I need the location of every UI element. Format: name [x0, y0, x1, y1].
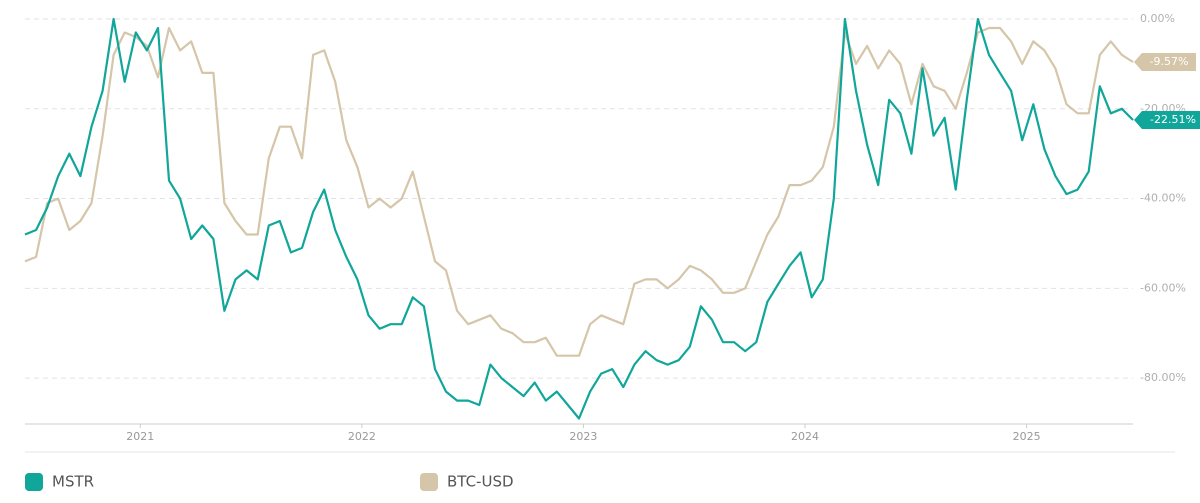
end-label: -22.51%	[1150, 113, 1196, 126]
y-tick-label: 0.00%	[1140, 12, 1175, 25]
y-tick-label: -80.00%	[1140, 371, 1186, 384]
x-tick-label: 2025	[1013, 430, 1041, 443]
end-label-tag	[1134, 52, 1196, 71]
legend-swatch	[420, 473, 438, 491]
series-line	[24, 26, 1134, 357]
series-line	[24, 17, 1134, 420]
y-tick-label: -40.00%	[1140, 192, 1186, 205]
legend-label: MSTR	[52, 473, 94, 491]
x-tick-label: 2023	[569, 430, 597, 443]
x-tick-label: 2021	[126, 430, 154, 443]
y-tick-label: -60.00%	[1140, 281, 1186, 294]
x-tick-label: 2022	[348, 430, 376, 443]
legend-swatch	[25, 473, 43, 491]
legend-label: BTC-USD	[447, 473, 514, 491]
end-label: -9.57%	[1150, 55, 1189, 68]
x-tick-label: 2024	[791, 430, 819, 443]
end-label-tag	[1134, 111, 1200, 130]
